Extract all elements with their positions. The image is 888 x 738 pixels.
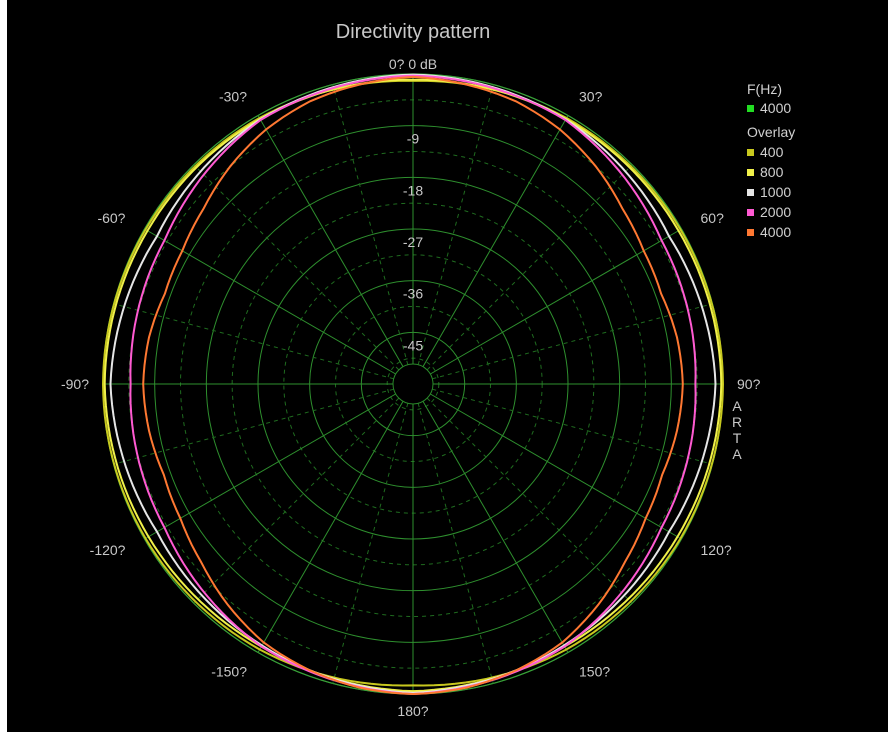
legend-swatch	[747, 169, 754, 176]
polar-chart: 0? 0 dB -9 -18 -27 -36 -45 -30? 30? -60? 60? -90? 9…	[61, 21, 795, 719]
series-lines	[101, 73, 725, 696]
grid-spoke-minor	[193, 397, 400, 604]
grid-spoke-minor	[426, 164, 633, 371]
chart-title: Directivity pattern	[336, 21, 491, 43]
grid-spoke-minor	[417, 403, 494, 684]
angle-label: 150?	[579, 664, 610, 680]
grid-spoke-minor	[432, 388, 713, 465]
legend: F(Hz) 4000 Overlay 400 800 1000 2000 4000	[747, 81, 795, 240]
legend-entry: 800	[760, 164, 784, 180]
plot-area: 0? 0 dB -9 -18 -27 -36 -45 -30? 30? -60? 60? -90? 9…	[7, 0, 888, 732]
grid-spoke-minor	[332, 403, 409, 684]
grid-spoke-minor	[426, 397, 633, 604]
grid-spoke-major	[430, 393, 682, 540]
angle-label: -150?	[211, 664, 247, 680]
series-line-800	[103, 78, 723, 693]
series-line-1000	[109, 73, 717, 694]
grid-spoke-minor	[417, 84, 494, 365]
angle-label: -60?	[97, 210, 125, 226]
angle-label: 120?	[701, 542, 732, 558]
angle-label: -90?	[61, 376, 89, 392]
series-line-400	[101, 79, 725, 687]
ring-label: -27	[403, 234, 423, 250]
ring-label: -9	[407, 131, 420, 147]
series-line-2000	[129, 74, 697, 696]
watermark-letter: R	[732, 414, 742, 430]
legend-swatch	[747, 149, 754, 156]
angle-label: 60?	[701, 210, 725, 226]
legend-swatch	[747, 209, 754, 216]
legend-overlay-title: Overlay	[747, 124, 795, 140]
angle-label: 180?	[397, 703, 428, 719]
watermark-letter: A	[732, 398, 742, 414]
legend-entry: 4000	[760, 100, 791, 116]
angle-label: -120?	[90, 542, 126, 558]
legend-swatch	[747, 229, 754, 236]
legend-entry: 2000	[760, 204, 791, 220]
legend-swatch	[747, 189, 754, 196]
grid-spoke-minor	[113, 388, 394, 465]
grid-spoke-major	[144, 228, 396, 375]
legend-entry: 4000	[760, 224, 791, 240]
series-line-4000	[142, 75, 684, 696]
grid-spoke-minor	[113, 303, 394, 380]
grid-spoke-major	[430, 228, 682, 375]
grid-spoke-minor	[332, 84, 409, 365]
angle-label: 30?	[579, 88, 603, 104]
grid-spoke-major	[422, 401, 569, 653]
ring-label: -18	[403, 182, 423, 198]
legend-entry: 400	[760, 144, 784, 160]
labels: 0? 0 dB -9 -18 -27 -36 -45 -30? 30? -60? 60? -90? 9…	[61, 56, 761, 719]
grid-spoke-major	[257, 401, 404, 653]
angle-label: 90?	[737, 376, 761, 392]
legend-title: F(Hz)	[747, 81, 782, 97]
ring-label: 0? 0 dB	[389, 56, 437, 72]
legend-entry: 1000	[760, 184, 791, 200]
center-hole	[392, 363, 434, 405]
ring-label: -45	[403, 337, 423, 353]
watermark-letter: A	[732, 446, 742, 462]
grid-spoke-minor	[432, 303, 713, 380]
ring-label: -36	[403, 286, 423, 302]
grid-spoke-major	[144, 393, 396, 540]
watermark-letter: T	[733, 430, 742, 446]
grid-spoke-major	[257, 115, 404, 367]
grid-spoke-minor	[193, 164, 400, 371]
angle-label: -30?	[219, 88, 247, 104]
grid-spoke-major	[422, 115, 569, 367]
legend-swatch	[747, 105, 754, 112]
